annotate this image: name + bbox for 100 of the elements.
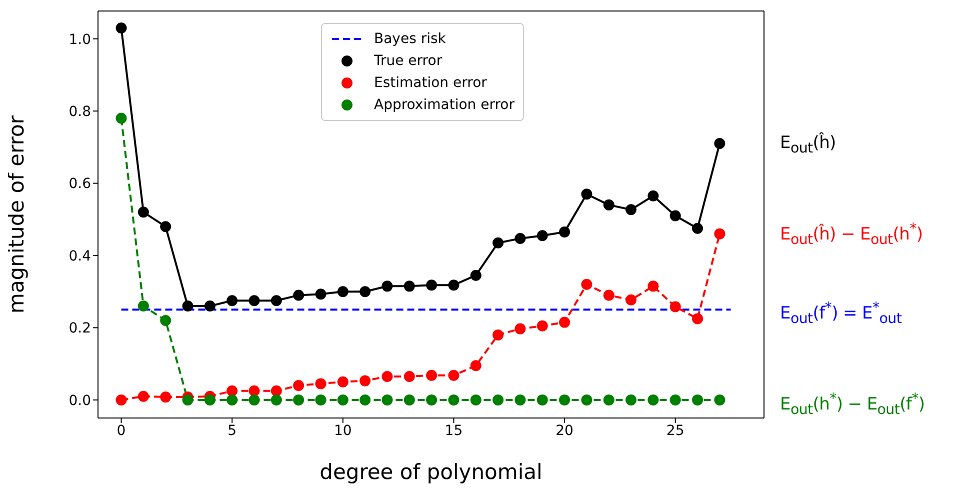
point [270,394,282,406]
point [248,385,260,396]
x-tick-label: 20 [556,422,574,439]
x-tick-label: 5 [228,422,237,439]
point [714,228,726,240]
point [692,222,704,234]
point [315,378,326,390]
legend-label: Estimation error [374,74,487,93]
point [337,394,348,406]
point [470,360,482,372]
point [337,376,348,388]
point [670,301,681,312]
point [204,394,216,406]
point [648,280,659,292]
point [116,112,127,124]
point [692,394,704,406]
point [226,295,238,306]
point [248,295,260,306]
point [404,394,415,406]
point [360,375,371,386]
y-tick-label: 0.4 [68,248,92,264]
point [360,394,371,406]
x-tick-label: 25 [666,422,684,439]
point [426,394,438,406]
point [448,370,460,381]
point [559,316,570,328]
point [670,210,681,222]
point [470,270,482,281]
y-tick-label: 0.6 [68,176,92,192]
point [182,300,194,312]
point [160,392,172,403]
x-tick-label: 0 [116,422,126,439]
point [226,385,238,396]
point [315,394,326,406]
point [426,370,438,381]
point [270,295,282,306]
point [116,22,127,34]
point [315,288,326,300]
point [426,280,438,291]
point [603,290,614,301]
point [182,394,194,406]
point [692,313,704,324]
point [382,280,393,292]
legend-label: True error [374,52,442,71]
point [160,314,172,326]
x-tick-label: 15 [444,422,463,439]
point [293,394,304,406]
point [536,394,548,406]
point [492,237,504,248]
point [670,394,681,406]
point [514,323,526,334]
point [714,138,726,150]
point [448,394,460,406]
point [448,280,460,291]
point [337,286,348,298]
point [648,394,659,406]
point [138,390,149,402]
point [581,394,592,406]
point [382,370,393,382]
point [293,380,304,391]
point [626,394,637,406]
legend-label: Bayes risk [374,30,446,49]
point [603,199,614,210]
point [514,233,526,244]
text: E$_{out}$(ĥ) [780,133,836,156]
point [382,394,393,406]
text: E$_{out}$(h$^{*}$) − E$_{out}$(f$^{*}$) [780,391,925,418]
point [248,394,260,406]
x-axis-title: degree of polynomial [320,460,542,484]
point [204,300,216,312]
y-tick-label: 0.8 [68,104,91,120]
point [536,320,548,332]
point [293,290,304,301]
point [270,385,282,396]
point [492,394,504,406]
x-tick-label: 10 [334,422,352,439]
y-tick-label: 0.0 [68,392,91,409]
point [626,294,637,306]
point [626,204,637,216]
point [581,278,592,290]
point [492,329,504,340]
point [360,286,371,298]
text: E$_{out}$(ĥ) − E$_{out}$(h$^{*}$) [780,221,923,248]
legend-label: Approximation error [374,96,514,115]
point [138,206,149,218]
y-tick-label: 1.0 [68,32,91,48]
point [138,300,149,312]
point [116,394,127,406]
point [470,394,482,406]
point [404,280,415,292]
point [160,221,172,232]
point [404,370,415,382]
point [581,188,592,200]
point [603,394,614,406]
y-tick-label: 0.2 [68,320,91,337]
point [559,226,570,238]
point [714,394,726,406]
point [536,230,548,242]
point [559,394,570,406]
point [514,394,526,406]
